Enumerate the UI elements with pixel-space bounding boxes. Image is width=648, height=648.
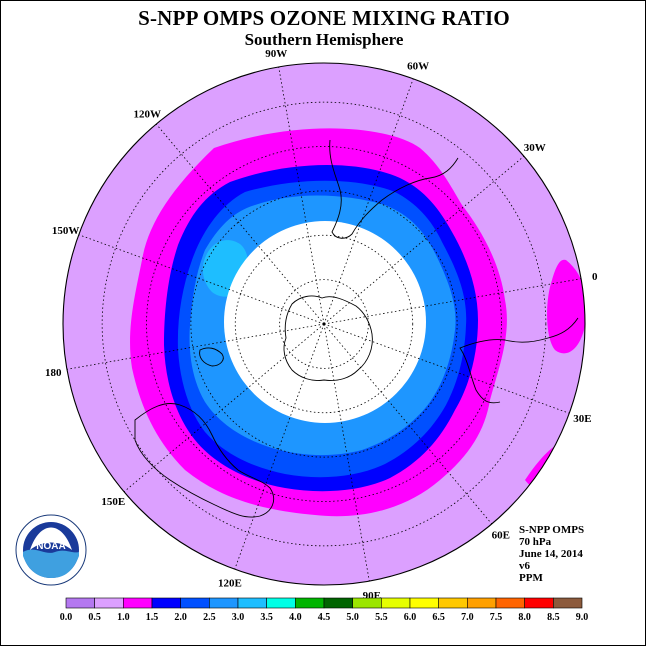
colorbar-tick-label: 0.5: [88, 612, 101, 623]
info-panel: S-NPP OMPS 70 hPa June 14, 2014 v6 PPM: [519, 524, 584, 584]
colorbar-tick-label: 9.0: [576, 612, 589, 623]
graticule: [66, 66, 582, 582]
colorbar-tick-label: 7.0: [461, 612, 474, 623]
latitude-circle: [101, 101, 547, 547]
australia-coastline: [134, 403, 274, 518]
longitude-label-0: 0: [592, 271, 598, 283]
longitude-label-120e: 120E: [218, 577, 242, 589]
colorbar-tick-label: 3.5: [260, 612, 273, 623]
longitude-label-60w: 60W: [407, 61, 429, 73]
south-pole-marker: [322, 322, 326, 326]
colorbar-tick-label: 3.0: [232, 612, 245, 623]
south-america-coastline: [329, 139, 459, 239]
africa-coastline: [459, 317, 579, 404]
colorbar-swatch: [65, 597, 95, 609]
colorbar-swatch: [209, 597, 239, 609]
latitude-circle: [279, 279, 369, 369]
longitude-label-180: 180: [45, 367, 62, 379]
colorbar-swatch: [266, 597, 296, 609]
colorbar-tick-label: 8.0: [518, 612, 531, 623]
longitude-label-30w: 30W: [524, 142, 546, 154]
meridian-line: [234, 323, 325, 570]
colorbar-tick-label: 2.0: [174, 612, 187, 623]
colorbar-swatch: [295, 597, 325, 609]
colorbar-tick-label: 5.0: [346, 612, 359, 623]
noaa-logo-text: NOAA: [36, 541, 65, 552]
meridian-line: [323, 155, 525, 325]
meridian-line: [323, 323, 493, 525]
map-outline: [62, 62, 586, 586]
colorbar-tick-label: 2.5: [203, 612, 216, 623]
info-units: PPM: [519, 572, 543, 584]
noaa-logo: NOAA: [15, 514, 87, 586]
latitude-circle: [234, 234, 414, 414]
info-instrument: S-NPP OMPS: [519, 524, 585, 536]
colorbar-tick-label: 0.0: [60, 612, 73, 623]
colorbar-swatch: [323, 597, 353, 609]
latitude-circle: [146, 146, 502, 502]
colorbar-swatch: [409, 597, 439, 609]
colorbar-tick-label: 6.0: [404, 612, 417, 623]
colorbar-tick-label: 4.5: [318, 612, 331, 623]
colorbar-swatch: [495, 597, 525, 609]
antarctica-coastline: [283, 295, 373, 381]
colorbar-tick-label: 1.0: [117, 612, 130, 623]
longitude-label-150e: 150E: [101, 496, 125, 508]
colorbar-tick-label: 8.5: [547, 612, 560, 623]
info-pressure: 70 hPa: [519, 536, 552, 548]
colorbar-swatch: [467, 597, 497, 609]
missing-data-region: [224, 221, 426, 423]
colorbar-swatch: [553, 597, 583, 609]
longitude-label-90w: 90W: [265, 48, 287, 60]
longitude-label-30e: 30E: [573, 413, 591, 425]
page-subtitle: Southern Hemisphere: [244, 30, 404, 49]
colorbar-swatch: [237, 597, 267, 609]
colorbar-tick-label: 1.5: [146, 612, 159, 623]
coastlines: [134, 139, 579, 518]
longitude-label-60e: 60E: [492, 530, 510, 542]
colorbar-tick-label: 4.0: [289, 612, 302, 623]
colorbar-swatch: [94, 597, 124, 609]
longitude-label-150w: 150W: [52, 225, 80, 237]
colorbar-swatch: [180, 597, 210, 609]
colorbar-tick-label: 7.5: [490, 612, 503, 623]
meridian-line: [323, 323, 570, 414]
info-version: v6: [519, 560, 530, 572]
colorbar: 0.0 0.5 1.0 1.5 2.0 2.5 3.0 3.5 4.0 4.5 5.0 5.5 6.0 6…: [60, 597, 589, 623]
colorbar-tick-label: 5.5: [375, 612, 388, 623]
colorbar-tick-label: 6.5: [432, 612, 445, 623]
colorbar-swatch: [381, 597, 411, 609]
colorbar-swatch: [524, 597, 554, 609]
colorbar-swatch: [123, 597, 153, 609]
new-zealand-coastline: [199, 347, 224, 367]
latitude-circle: [190, 190, 458, 458]
longitude-label-120w: 120W: [133, 108, 161, 120]
colorbar-swatch: [352, 597, 382, 609]
info-date: June 14, 2014: [519, 548, 583, 560]
page-title: S-NPP OMPS OZONE MIXING RATIO: [138, 6, 510, 30]
colorbar-swatch: [438, 597, 468, 609]
colorbar-swatch: [151, 597, 181, 609]
